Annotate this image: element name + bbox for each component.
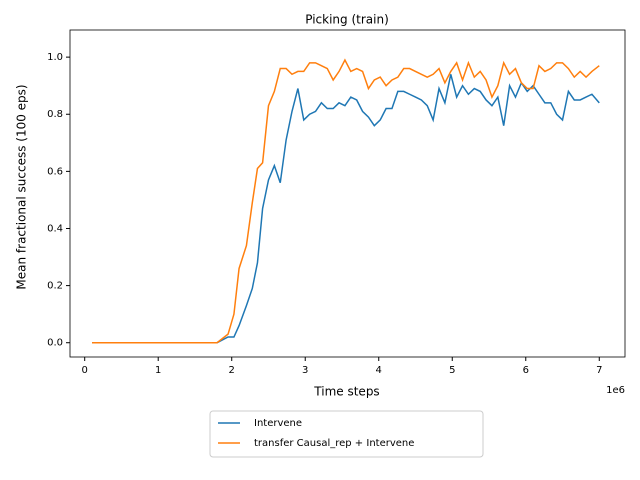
- x-tick-label: 1: [155, 365, 161, 376]
- x-tick-label: 2: [229, 365, 235, 376]
- x-offset-label: 1e6: [606, 385, 625, 396]
- x-axis-label: Time steps: [313, 385, 379, 399]
- legend-label: transfer Causal_rep + Intervene: [254, 438, 414, 449]
- y-tick-label: 0.8: [47, 109, 63, 120]
- x-tick-label: 5: [449, 365, 455, 376]
- x-tick-label: 4: [376, 365, 382, 376]
- x-tick-label: 6: [523, 365, 529, 376]
- x-tick-label: 3: [302, 365, 308, 376]
- legend-label: Intervene: [254, 418, 302, 429]
- y-tick-label: 1.0: [47, 52, 63, 63]
- data-line: [92, 74, 600, 344]
- chart-title: Picking (train): [305, 13, 389, 27]
- y-tick-label: 0.4: [47, 223, 63, 234]
- plot-frame: [69, 29, 626, 358]
- y-tick-label: 0.6: [47, 166, 63, 177]
- legend-box: [209, 410, 484, 458]
- y-tick-label: 0.2: [47, 281, 63, 292]
- x-tick-label: 0: [82, 365, 88, 376]
- y-tick-label: 0.0: [47, 338, 63, 349]
- data-line: [92, 58, 600, 344]
- x-tick-label: 7: [596, 365, 602, 376]
- y-axis-label: Mean fractional success (100 eps): [15, 84, 29, 289]
